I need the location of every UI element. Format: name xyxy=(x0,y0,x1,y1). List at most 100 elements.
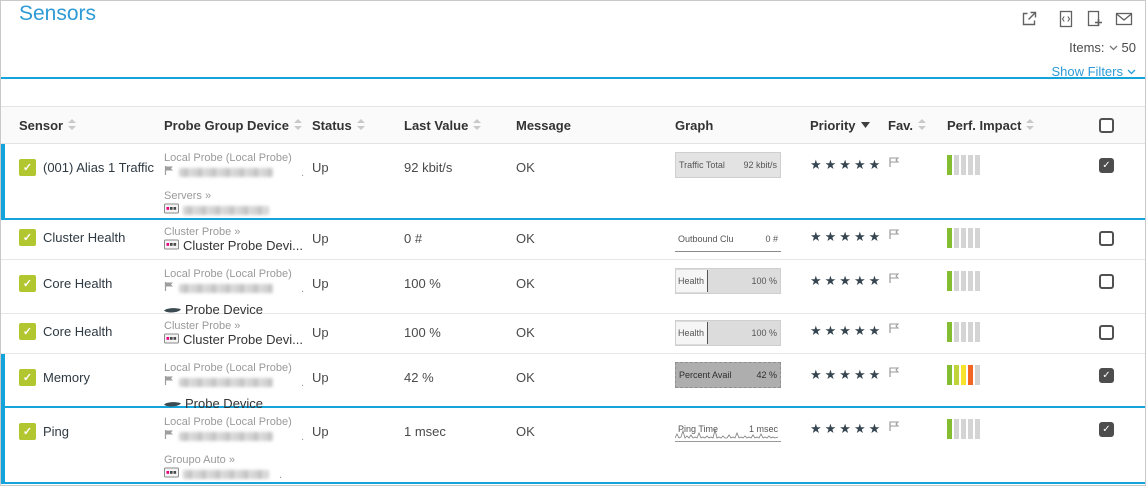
sensor-row: ✓ (001) Alias 1 Traffic Local Probe (Local… xyxy=(1,144,1145,220)
column-header-priority[interactable]: Priority xyxy=(810,118,888,133)
sensor-name-link[interactable]: Core Health xyxy=(43,276,113,291)
mini-graph[interactable]: Health 100 % xyxy=(675,268,781,294)
probe-group-link[interactable]: Local Probe (Local Probe) xyxy=(164,268,292,280)
row-checkbox[interactable]: ✓ xyxy=(1099,158,1114,173)
sensor-name-link[interactable]: Cluster Health xyxy=(43,230,126,245)
graph-value: 100 % xyxy=(751,276,777,286)
show-filters-link[interactable]: Show Filters xyxy=(1051,64,1136,79)
mini-graph[interactable]: Health 100 % xyxy=(675,320,781,346)
redacted-text xyxy=(179,378,273,387)
perf-bar xyxy=(947,365,952,385)
perf-bar xyxy=(961,271,966,291)
table-header-row: Sensor Probe Group Device Status Last Value… xyxy=(1,106,1145,144)
redacted-text xyxy=(183,206,269,215)
sensor-cell: ✓ (001) Alias 1 Traffic xyxy=(1,144,164,218)
favorite-flag-icon[interactable] xyxy=(888,354,947,411)
row-checkbox[interactable] xyxy=(1099,274,1114,289)
probe-group-device-cell: Local Probe (Local Probe). Groupo Auto ». xyxy=(164,408,312,482)
column-header-status[interactable]: Status xyxy=(312,118,404,133)
row-checkbox[interactable]: ✓ xyxy=(1099,422,1114,437)
row-checkbox[interactable] xyxy=(1099,231,1114,246)
perf-bar xyxy=(968,365,973,385)
file-plus-icon[interactable] xyxy=(1086,10,1104,28)
probe-group-link[interactable]: Cluster Probe » xyxy=(164,226,241,238)
probe-group-device-cell: Cluster Probe » Cluster Probe Devi... xyxy=(164,220,312,259)
column-header-message[interactable]: Message xyxy=(516,118,675,133)
sensor-name-link[interactable]: Memory xyxy=(43,370,90,385)
perf-bar xyxy=(954,228,959,248)
sort-icon xyxy=(356,119,365,131)
external-link-icon[interactable] xyxy=(1020,10,1038,28)
priority-stars[interactable]: ★★★★★ xyxy=(810,273,884,288)
sensor-name-link[interactable]: Ping xyxy=(43,424,70,439)
device-link[interactable]: Cluster Probe Devi... xyxy=(183,239,303,253)
favorite-flag-icon[interactable] xyxy=(888,314,947,353)
probe-line: Local Probe (Local Probe) xyxy=(164,361,312,375)
perf-bar xyxy=(961,419,966,439)
column-header-perf-impact[interactable]: Perf. Impact xyxy=(947,118,1099,133)
column-header-probe-group-device[interactable]: Probe Group Device xyxy=(164,118,312,133)
redacted-suffix: . xyxy=(300,430,304,443)
probe-group-link[interactable]: Local Probe (Local Probe) xyxy=(164,416,292,428)
mini-graph[interactable]: Traffic Total 92 kbit/s xyxy=(675,152,781,178)
flag-icon xyxy=(164,165,175,180)
perf-impact-indicator xyxy=(947,314,1099,353)
select-all-checkbox[interactable] xyxy=(1099,117,1114,133)
row-checkbox[interactable] xyxy=(1099,325,1114,340)
probe-line: . xyxy=(164,165,312,180)
priority-stars[interactable]: ★★★★★ xyxy=(810,157,884,172)
probe-group-link[interactable]: Cluster Probe » xyxy=(164,320,241,332)
favorite-flag-icon[interactable] xyxy=(888,144,947,218)
graph-cell: Traffic Total 92 kbit/s xyxy=(675,144,810,218)
priority-stars[interactable]: ★★★★★ xyxy=(810,367,884,382)
favorite-flag-icon[interactable] xyxy=(888,220,947,259)
probe-line: Servers » xyxy=(164,189,312,203)
probe-line: Local Probe (Local Probe) xyxy=(164,151,312,165)
sensor-name-link[interactable]: (001) Alias 1 Traffic xyxy=(43,160,155,175)
column-header-graph[interactable]: Graph xyxy=(675,118,810,133)
chevron-down-icon xyxy=(1109,45,1118,51)
perf-bar xyxy=(968,322,973,342)
favorite-flag-icon[interactable] xyxy=(888,260,947,317)
column-header-last-value[interactable]: Last Value xyxy=(404,118,516,133)
priority-stars[interactable]: ★★★★★ xyxy=(810,323,884,338)
probe-line: Cluster Probe » xyxy=(164,319,312,333)
mini-graph[interactable]: Outbound Clu 0 # xyxy=(675,226,781,252)
redacted-suffix: . xyxy=(300,166,304,179)
sensor-row: ✓ Core Health Cluster Probe » Cluster Probe… xyxy=(1,314,1145,354)
sensor-cell: ✓ Memory xyxy=(1,354,164,411)
perf-bar xyxy=(947,322,952,342)
items-per-page-control[interactable]: Items: 50 xyxy=(1069,40,1136,55)
redacted-suffix: . xyxy=(300,282,304,295)
probe-group-link[interactable]: Local Probe (Local Probe) xyxy=(164,362,292,374)
priority-stars[interactable]: ★★★★★ xyxy=(810,421,884,436)
graph-cell: Health 100 % xyxy=(675,260,810,317)
mail-icon[interactable] xyxy=(1115,10,1133,28)
mini-graph[interactable]: Percent Avail 42 % xyxy=(675,362,781,388)
favorite-flag-icon[interactable] xyxy=(888,408,947,482)
probe-group-link[interactable]: Local Probe (Local Probe) xyxy=(164,152,292,164)
code-file-icon[interactable] xyxy=(1057,10,1075,28)
column-header-sensor[interactable]: Sensor xyxy=(1,118,164,133)
last-value-cell: 100 % xyxy=(404,276,441,291)
mini-graph[interactable]: Ping Time 1 msec xyxy=(675,416,781,442)
checkbox-cell xyxy=(1099,260,1143,317)
sensor-name-link[interactable]: Core Health xyxy=(43,324,113,339)
graph-value: 42 % xyxy=(756,370,777,380)
header-divider xyxy=(1,77,1145,79)
row-checkbox[interactable]: ✓ xyxy=(1099,368,1114,383)
probe-line: . xyxy=(164,375,312,390)
perf-bar xyxy=(947,419,952,439)
priority-stars[interactable]: ★★★★★ xyxy=(810,229,884,244)
probe-group-link[interactable]: Servers » xyxy=(164,190,212,202)
device-link[interactable]: Cluster Probe Devi... xyxy=(183,333,303,347)
up-status-icon: ✓ xyxy=(19,369,36,386)
probe-group-link[interactable]: Groupo Auto » xyxy=(164,454,235,466)
graph-cell: Health 100 % xyxy=(675,314,810,353)
up-status-icon: ✓ xyxy=(19,423,36,440)
probe-line: . xyxy=(164,467,312,482)
sensors-table: Sensor Probe Group Device Status Last Value… xyxy=(1,106,1145,484)
sort-icon xyxy=(68,119,77,131)
column-header-fav[interactable]: Fav. xyxy=(888,118,947,133)
